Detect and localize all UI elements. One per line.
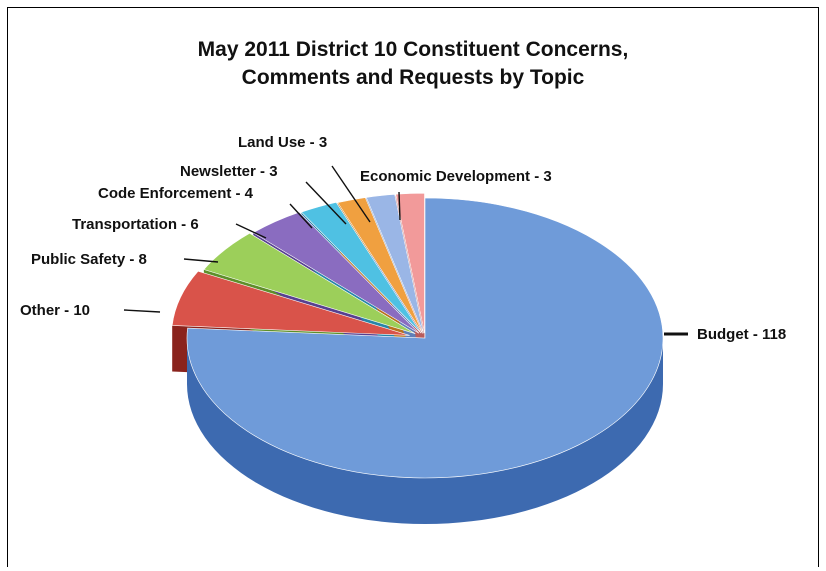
leader-line-other (123, 309, 161, 313)
slice-label-land-use: Land Use - 3 (238, 134, 327, 151)
chart-title: May 2011 District 10 Constituent Concern… (0, 36, 826, 92)
pie-slice-other (171, 270, 410, 336)
pie-side-budget (187, 338, 663, 524)
pie-slice-economic-development (395, 192, 425, 334)
pie-top-layer (171, 192, 664, 479)
pie-slice-budget (186, 197, 664, 479)
slice-label-economic-development: Economic Development - 3 (360, 168, 552, 185)
slice-label-transportation: Transportation - 6 (72, 216, 199, 233)
leader-line-land-use (331, 165, 371, 223)
slice-label-newsletter: Newsletter - 3 (180, 163, 278, 180)
chart-title-line-1: May 2011 District 10 Constituent Concern… (197, 38, 629, 61)
slice-label-code-enforcement: Code Enforcement - 4 (98, 185, 254, 202)
leader-line-economic-development (398, 191, 401, 221)
pie-slice-public-safety (203, 232, 416, 334)
leader-line-public-safety (183, 258, 219, 263)
slice-label-other: Other - 10 (20, 302, 90, 319)
leader-lines (123, 165, 688, 336)
leader-line-newsletter (305, 181, 347, 225)
slice-label-budget: Budget - 118 (697, 326, 786, 343)
pie-slice-land-use (365, 193, 424, 334)
leader-line-code-enforcement (289, 203, 313, 229)
pie-slice-code-enforcement (300, 202, 422, 334)
pie-slice-newsletter (337, 197, 423, 334)
leader-line-transportation (235, 223, 267, 239)
slice-label-public-safety: Public Safety - 8 (31, 251, 147, 268)
slice-labels: Budget - 118 Other - 10 Public Safety - 8 T… (20, 134, 786, 343)
chart-title-line-2: Comments and Requests by Topic (241, 66, 585, 89)
